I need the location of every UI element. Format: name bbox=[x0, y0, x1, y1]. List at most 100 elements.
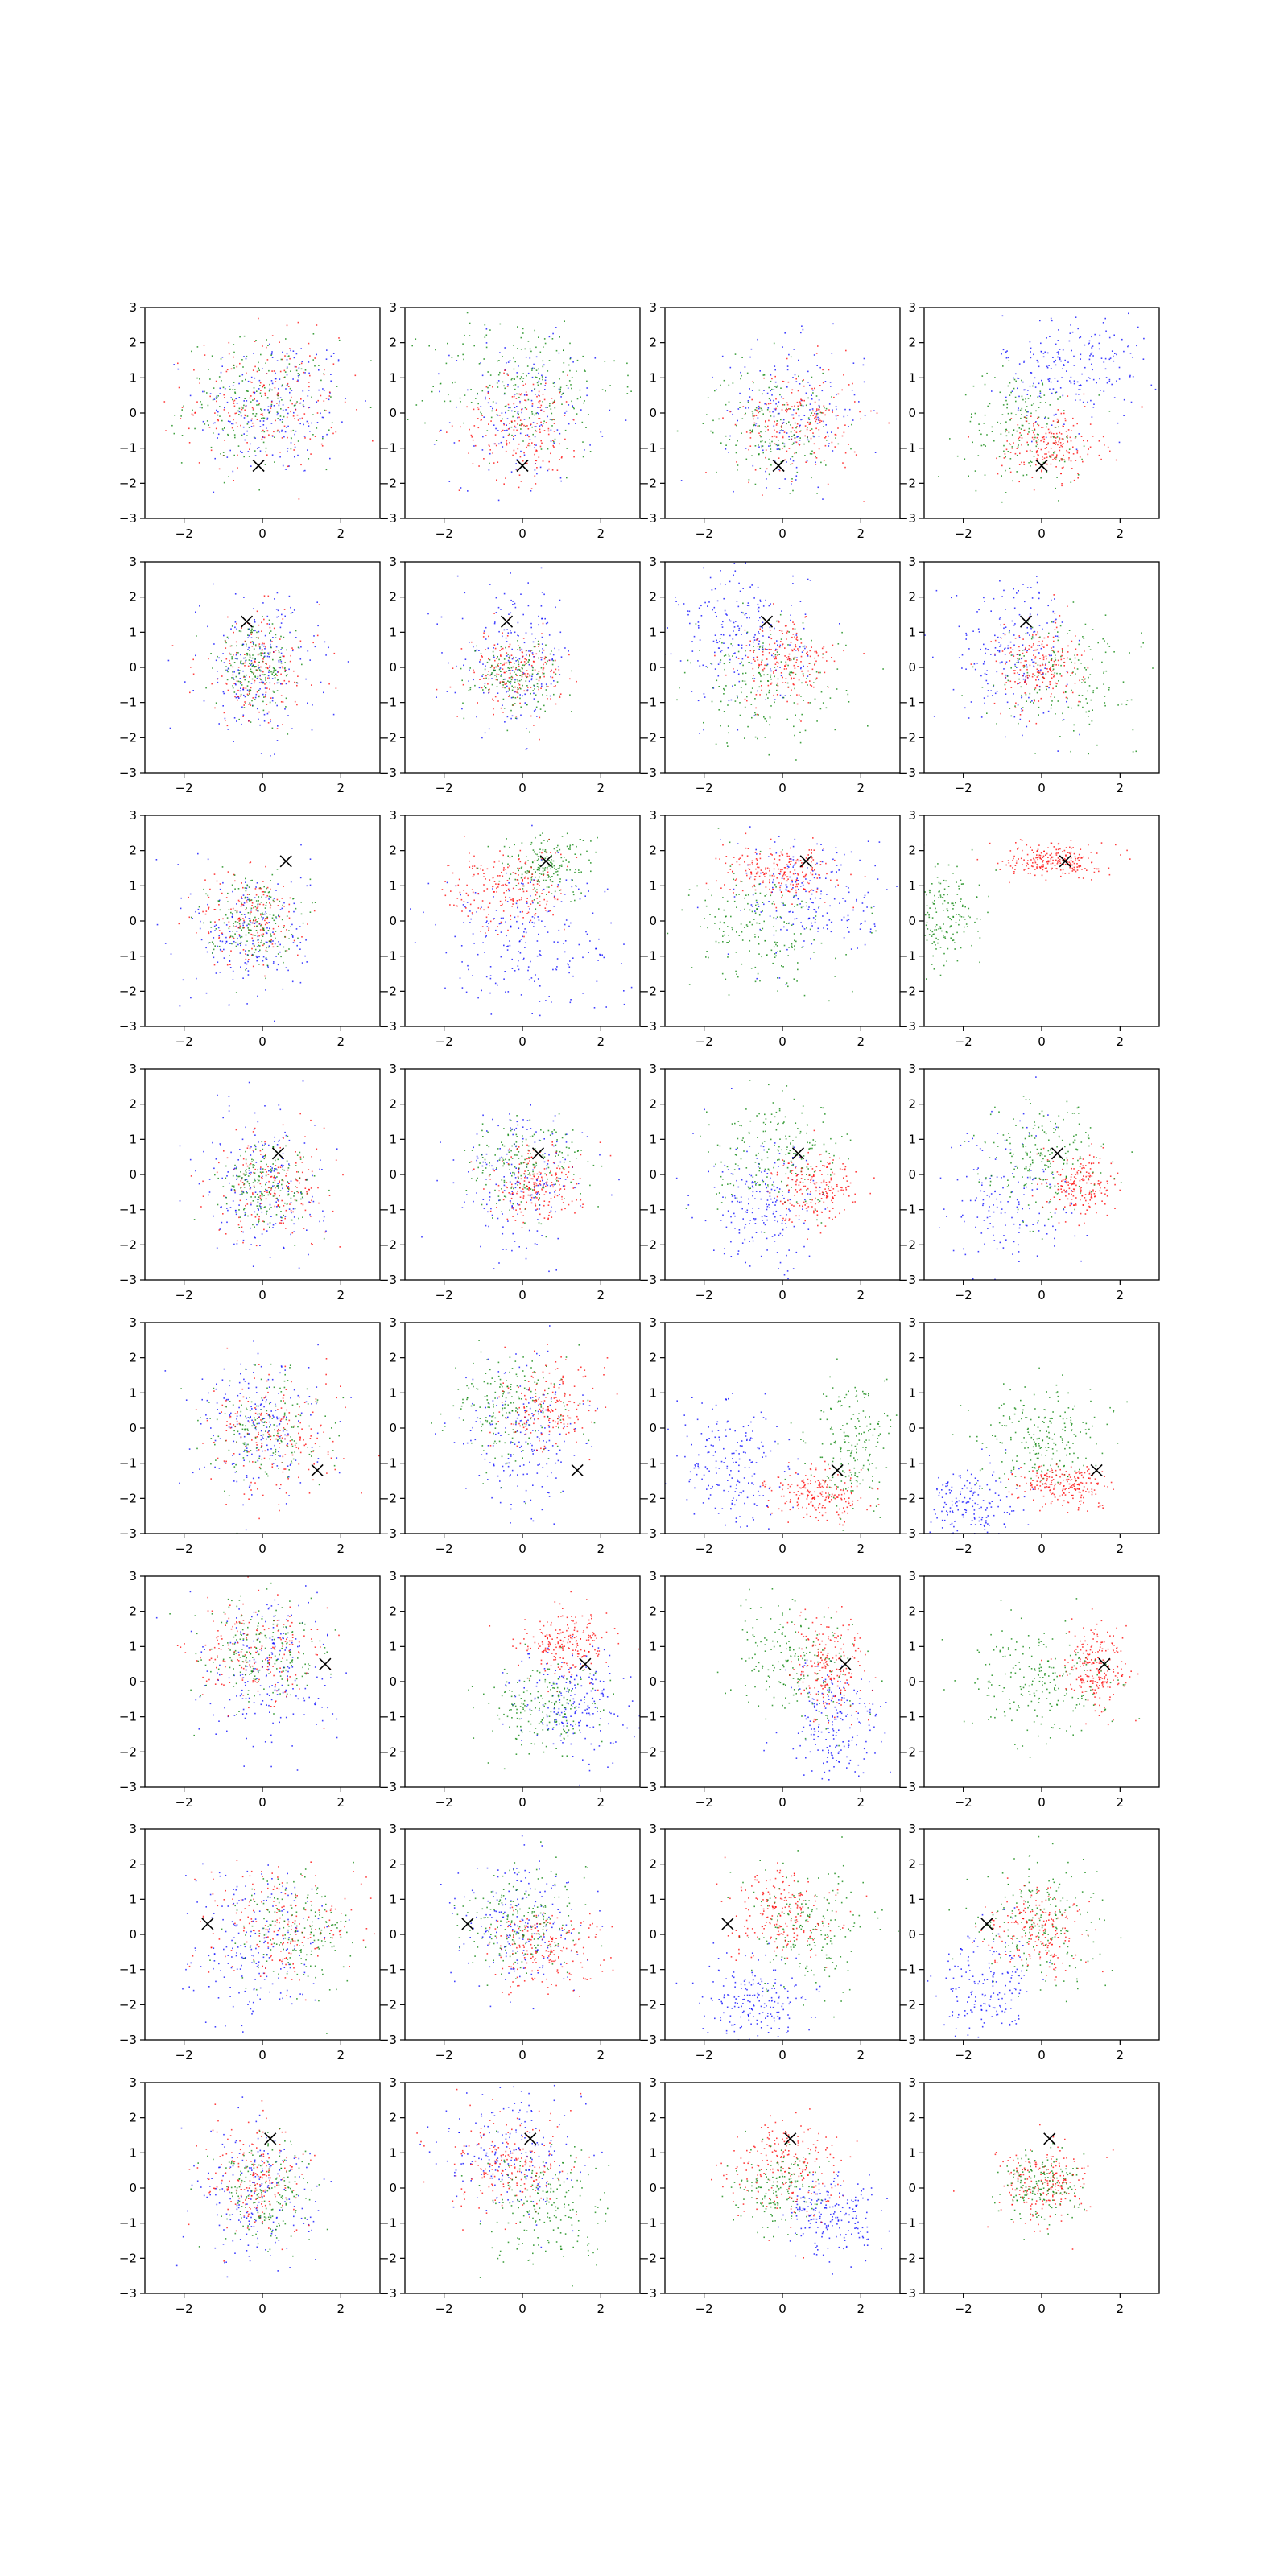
data-point bbox=[507, 434, 510, 436]
data-point bbox=[478, 687, 481, 689]
data-point bbox=[1042, 646, 1043, 647]
data-point bbox=[266, 623, 268, 625]
data-point bbox=[1023, 655, 1025, 657]
data-point bbox=[1083, 676, 1084, 678]
data-point bbox=[774, 435, 776, 437]
data-point bbox=[786, 357, 788, 360]
data-point bbox=[259, 382, 262, 384]
y-tick-label: −1 bbox=[639, 696, 657, 710]
data-point bbox=[1058, 426, 1059, 428]
data-point bbox=[514, 671, 515, 673]
data-point bbox=[752, 429, 753, 431]
data-point bbox=[526, 425, 528, 427]
data-point bbox=[758, 407, 761, 408]
data-point bbox=[1024, 601, 1026, 603]
data-point bbox=[720, 634, 722, 636]
data-point bbox=[576, 680, 577, 683]
data-point bbox=[721, 355, 724, 357]
data-point bbox=[251, 646, 254, 647]
data-point bbox=[229, 449, 231, 452]
data-point bbox=[774, 670, 777, 671]
data-point bbox=[456, 575, 459, 577]
data-point bbox=[242, 716, 244, 717]
data-point bbox=[223, 455, 225, 456]
data-point bbox=[1091, 347, 1093, 349]
data-point bbox=[1044, 417, 1046, 419]
data-point bbox=[510, 572, 511, 574]
data-point bbox=[814, 650, 816, 653]
data-point bbox=[559, 693, 562, 695]
data-point bbox=[1031, 659, 1033, 661]
data-point bbox=[481, 449, 484, 451]
data-point bbox=[758, 663, 761, 666]
data-point bbox=[951, 597, 952, 599]
data-point bbox=[527, 398, 530, 401]
data-point bbox=[1017, 683, 1018, 685]
data-point bbox=[230, 628, 232, 630]
data-point bbox=[525, 383, 526, 385]
data-point bbox=[477, 407, 479, 408]
y-tick-label: 3 bbox=[649, 300, 657, 315]
data-point bbox=[552, 419, 555, 420]
data-point bbox=[1016, 654, 1018, 655]
data-point bbox=[782, 346, 783, 348]
data-point bbox=[1053, 674, 1055, 676]
data-point bbox=[262, 386, 264, 388]
data-point bbox=[1107, 446, 1109, 448]
data-point bbox=[791, 392, 793, 394]
data-point bbox=[493, 669, 495, 671]
data-point bbox=[987, 690, 989, 691]
data-point bbox=[1165, 358, 1166, 360]
data-point bbox=[259, 392, 262, 394]
data-point bbox=[1069, 658, 1071, 660]
data-point bbox=[244, 696, 246, 698]
data-point bbox=[769, 643, 770, 646]
data-point bbox=[244, 409, 246, 411]
data-point bbox=[265, 691, 267, 694]
data-point bbox=[460, 487, 462, 489]
data-point bbox=[565, 401, 568, 402]
points-group bbox=[407, 312, 632, 502]
data-point bbox=[519, 702, 521, 704]
data-point bbox=[1071, 331, 1074, 333]
data-point bbox=[217, 419, 219, 422]
data-point bbox=[507, 659, 510, 662]
data-point bbox=[754, 469, 757, 471]
data-point bbox=[494, 621, 496, 623]
data-point bbox=[710, 430, 712, 432]
data-point bbox=[545, 382, 547, 385]
data-point bbox=[196, 377, 198, 379]
data-point bbox=[1073, 355, 1075, 357]
data-point bbox=[1108, 687, 1110, 689]
data-point bbox=[663, 722, 665, 724]
data-point bbox=[535, 412, 537, 415]
data-point bbox=[804, 455, 806, 456]
data-point bbox=[741, 661, 742, 663]
data-point bbox=[246, 654, 249, 656]
data-point bbox=[528, 680, 530, 683]
data-point bbox=[961, 667, 963, 669]
data-point bbox=[1075, 448, 1078, 451]
data-point bbox=[257, 664, 259, 667]
data-point bbox=[237, 669, 239, 671]
data-point bbox=[627, 374, 629, 377]
data-point bbox=[234, 389, 236, 390]
data-point bbox=[534, 444, 535, 446]
data-point bbox=[1063, 691, 1065, 694]
data-point bbox=[554, 647, 555, 650]
data-point bbox=[447, 342, 448, 345]
data-point bbox=[1078, 394, 1080, 395]
data-point bbox=[777, 685, 779, 687]
data-point bbox=[843, 650, 844, 652]
data-point bbox=[535, 653, 538, 655]
data-point bbox=[1057, 340, 1059, 341]
data-point bbox=[262, 693, 264, 696]
data-point bbox=[511, 658, 514, 660]
data-point bbox=[1018, 464, 1021, 465]
data-point bbox=[216, 398, 217, 399]
data-point bbox=[258, 643, 261, 645]
data-point bbox=[765, 449, 767, 451]
data-point bbox=[984, 660, 985, 663]
data-point bbox=[1051, 650, 1053, 651]
data-point bbox=[237, 696, 240, 698]
